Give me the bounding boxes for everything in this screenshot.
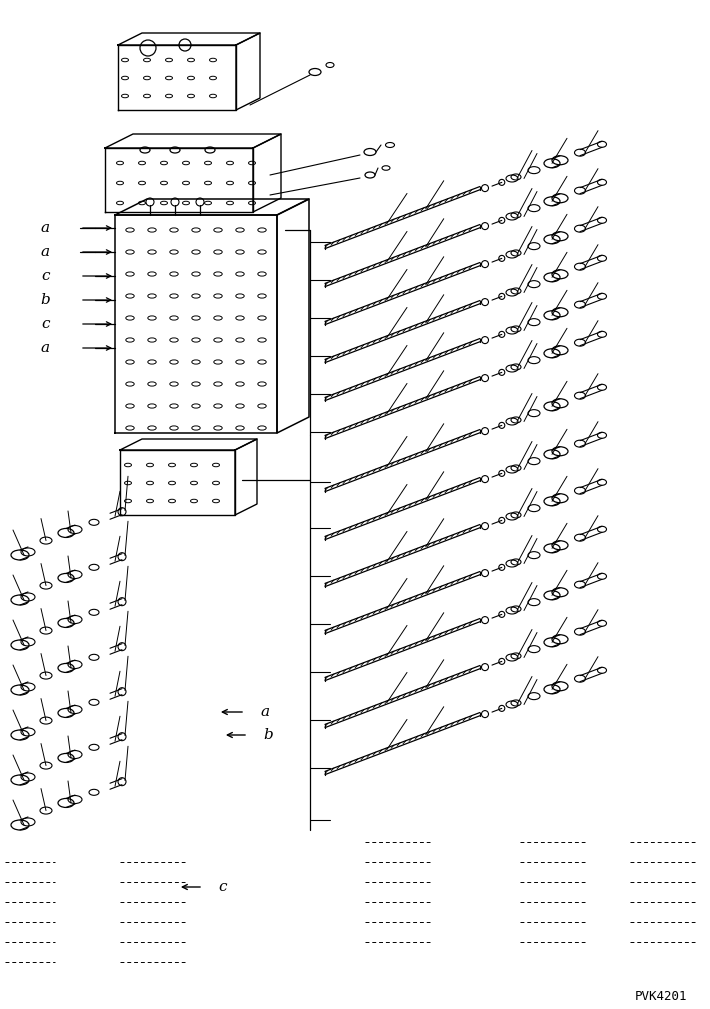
Text: c: c [41, 317, 50, 331]
Text: c: c [218, 880, 226, 894]
Text: a: a [260, 705, 269, 719]
Text: c: c [41, 269, 50, 283]
Text: b: b [263, 728, 273, 742]
Text: b: b [40, 293, 50, 307]
Text: a: a [41, 341, 50, 355]
Text: a: a [41, 245, 50, 259]
Text: a: a [41, 221, 50, 235]
Text: PVK4201: PVK4201 [635, 991, 687, 1004]
